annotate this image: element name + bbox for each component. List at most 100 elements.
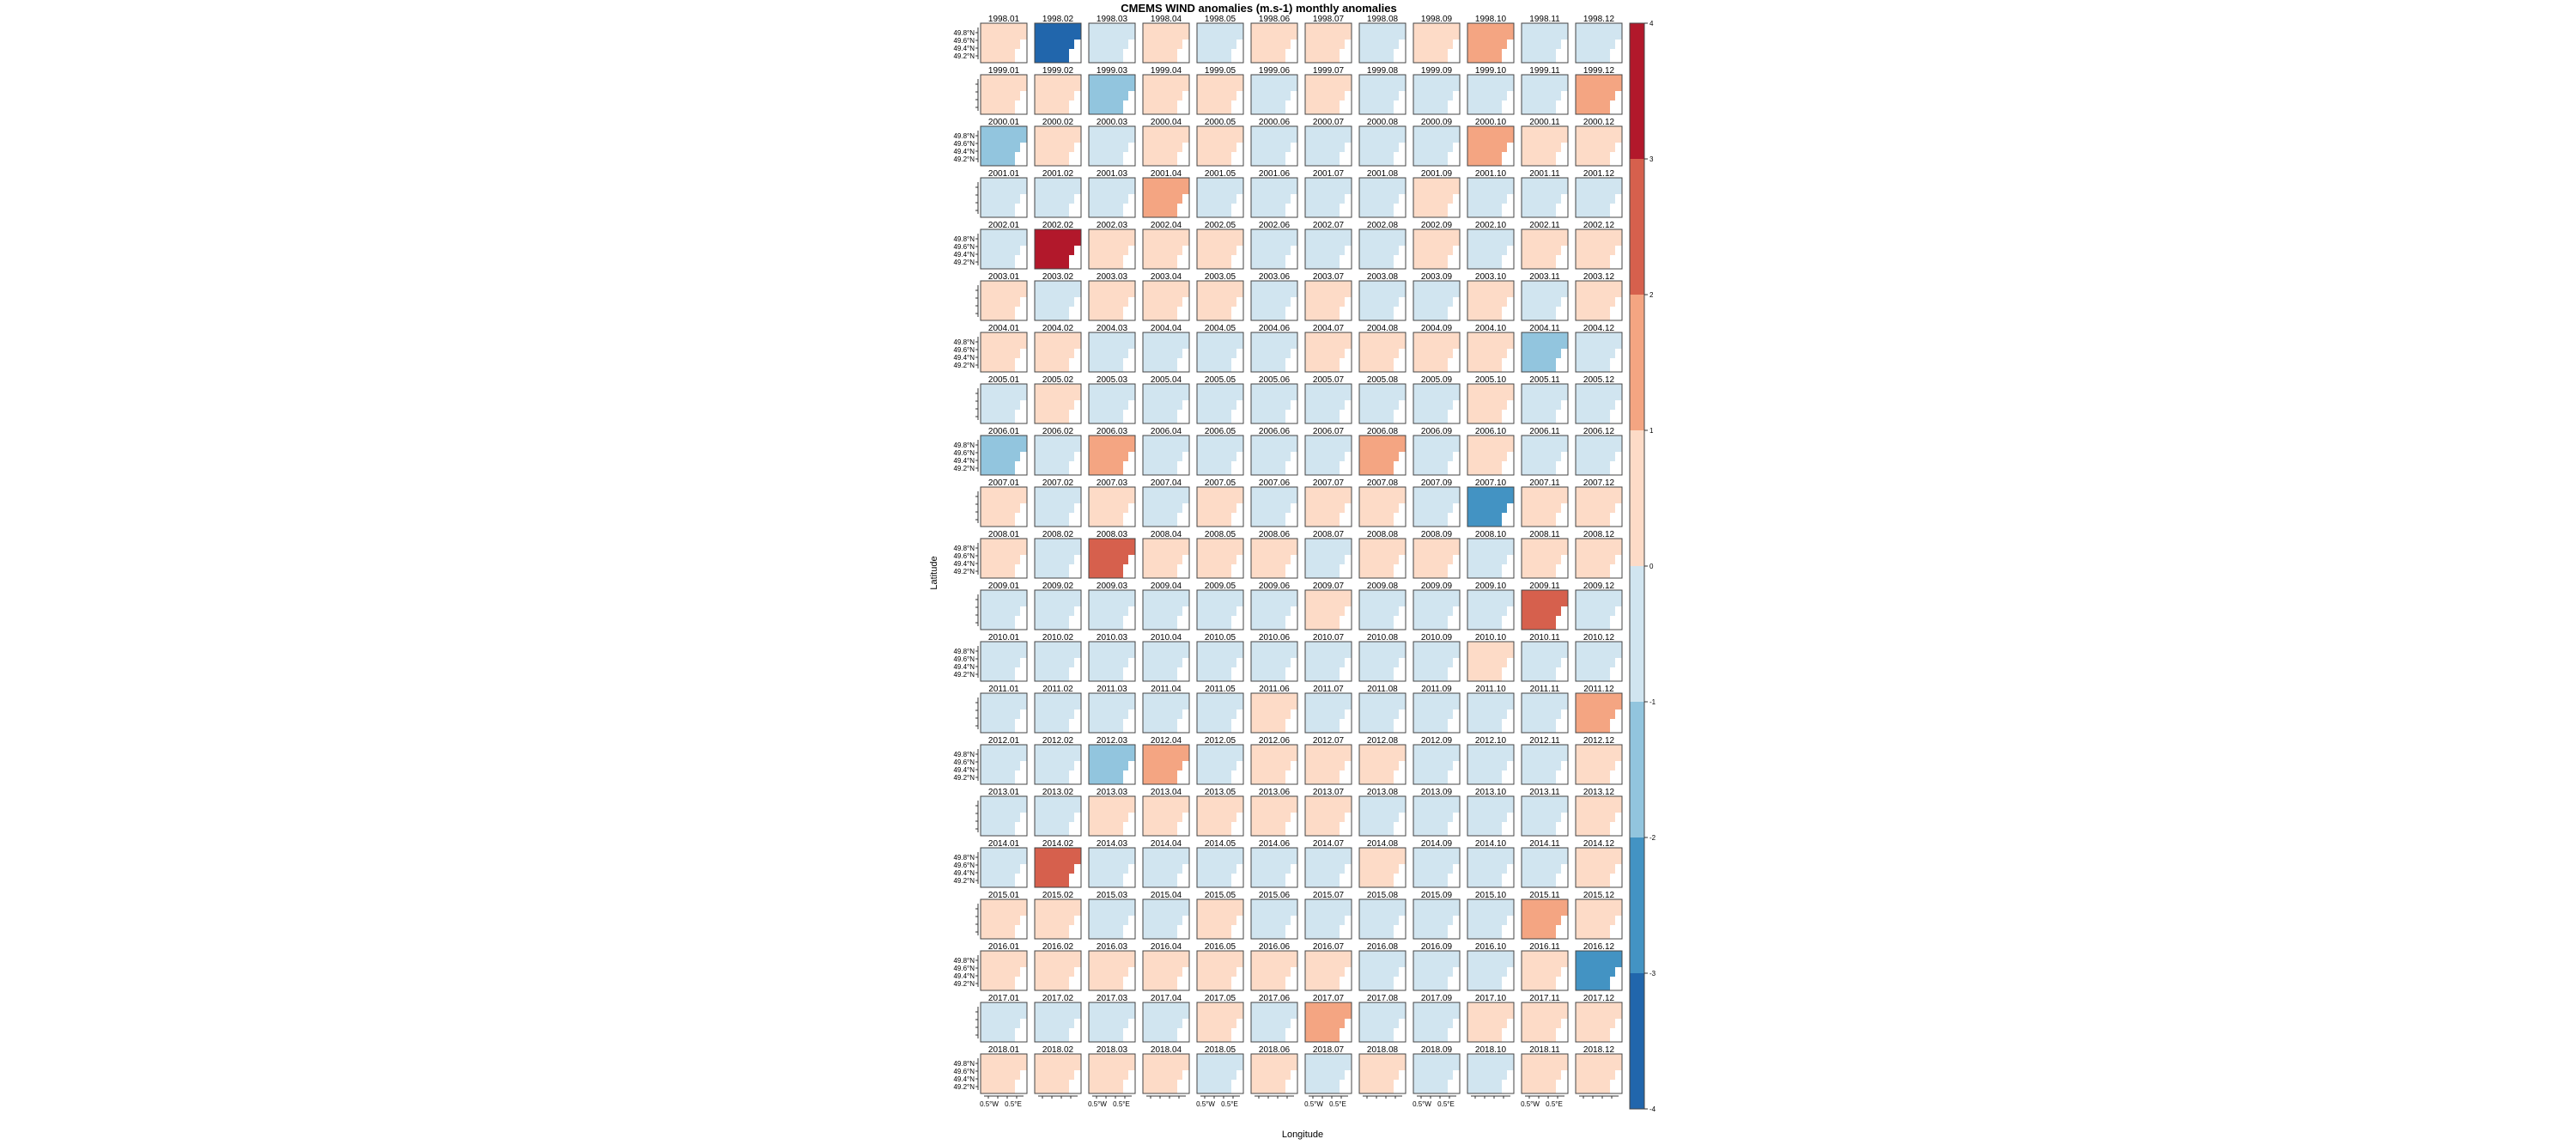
land-mask (1285, 410, 1297, 423)
panel-2015-01: 2015.01 (980, 891, 1028, 940)
panel-label: 1998.03 (1097, 15, 1128, 24)
panel-label: 2000.11 (1529, 118, 1560, 127)
land-mask (1285, 255, 1297, 269)
lat-tick-label: 49.6°N (953, 1068, 975, 1075)
land-mask (1399, 658, 1406, 667)
panel-label: 2008.07 (1313, 530, 1345, 539)
panel-2007-05: 2007.05 (1196, 478, 1244, 527)
panel-label: 2018.05 (1205, 1045, 1236, 1055)
land-mask (1340, 925, 1352, 939)
panel-2012-08: 2012.08 (1358, 736, 1406, 785)
land-mask (1561, 555, 1568, 564)
panel-2005-05: 2005.05 (1196, 375, 1244, 424)
lat-axis-2010: 49.8°N49.6°N49.4°N49.2°N (953, 646, 979, 679)
panel-label: 2005.05 (1205, 375, 1236, 385)
panel-frame (1467, 22, 1515, 64)
lon-axis-12 (1579, 1095, 1619, 1099)
panel-label: 2007.09 (1421, 478, 1453, 488)
panel-frame (1358, 177, 1406, 218)
land-mask (1615, 452, 1622, 461)
panel-2004-08: 2004.08 (1358, 324, 1406, 373)
lat-axis-2012: 49.8°N49.6°N49.4°N49.2°N (953, 749, 979, 782)
panel-2012-09: 2012.09 (1413, 736, 1461, 785)
land-mask (1556, 719, 1568, 733)
land-mask (1394, 461, 1406, 475)
lat-tick-label: 49.8°N (953, 338, 975, 346)
land-mask (1291, 813, 1297, 822)
panel-2003-07: 2003.07 (1304, 272, 1352, 321)
land-mask (1399, 864, 1406, 874)
panel-frame (1575, 1053, 1623, 1094)
land-mask (1556, 667, 1568, 681)
panel-frame (1521, 641, 1569, 682)
panel-frame (1088, 898, 1136, 940)
panel-2000-03: 2000.03 (1088, 118, 1136, 167)
panel-2001-11: 2001.11 (1521, 169, 1569, 218)
land-mask (1453, 710, 1460, 719)
land-mask (1177, 461, 1189, 475)
panel-label: 2013.11 (1529, 788, 1560, 797)
panel-2010-04: 2010.04 (1142, 633, 1190, 682)
panel-label: 2000.01 (988, 118, 1020, 127)
land-mask (1123, 822, 1135, 836)
land-mask (1291, 91, 1297, 100)
colorbar: 4 3 2 1 0 -1 -2 -3 -4 (1629, 20, 1656, 1113)
land-mask (1610, 874, 1622, 887)
lon-tick-label: 0.5°W (1088, 1100, 1107, 1108)
land-mask (1556, 204, 1568, 217)
panel-frame (1250, 332, 1298, 373)
land-mask (1453, 761, 1460, 770)
panel-frame (1521, 486, 1569, 527)
panel-2010-10: 2010.10 (1467, 633, 1515, 682)
panel-1999-09: 1999.09 (1413, 66, 1461, 115)
land-mask (1182, 297, 1189, 307)
panel-label: 2000.10 (1475, 118, 1507, 127)
panel-label: 2014.02 (1042, 839, 1074, 849)
panel-label: 2007.08 (1367, 478, 1399, 488)
panel-label: 2014.06 (1259, 839, 1291, 849)
panel-frame (1196, 538, 1244, 579)
land-mask (1069, 513, 1081, 527)
land-mask (1020, 503, 1027, 513)
land-mask (1123, 49, 1135, 63)
lat-tick-label: 49.8°N (953, 751, 975, 758)
panel-frame (1575, 795, 1623, 837)
panel-frame (1575, 847, 1623, 888)
panel-2000-11: 2000.11 (1521, 118, 1569, 167)
land-mask (1615, 967, 1622, 977)
panel-2011-08: 2011.08 (1358, 685, 1406, 734)
land-mask (1074, 813, 1081, 822)
panel-label: 2004.05 (1205, 324, 1236, 333)
panel-frame (1413, 847, 1461, 888)
land-mask (1182, 813, 1189, 822)
land-mask (1074, 761, 1081, 770)
lat-tick-label: 49.6°N (953, 758, 975, 766)
panel-frame (1304, 847, 1352, 888)
panel-frame (1413, 898, 1461, 940)
panel-label: 2010.11 (1529, 633, 1560, 643)
lat-tick-label: 49.8°N (953, 545, 975, 552)
panel-frame (1413, 1002, 1461, 1043)
land-mask (1453, 555, 1460, 564)
land-mask (1561, 813, 1568, 822)
land-mask (1177, 204, 1189, 217)
panel-2000-12: 2000.12 (1575, 118, 1623, 167)
lat-tick-label: 49.6°N (953, 449, 975, 457)
panel-label: 2002.08 (1367, 221, 1399, 230)
panel-2015-12: 2015.12 (1575, 891, 1623, 940)
land-mask (1231, 822, 1243, 836)
land-mask (1015, 358, 1027, 372)
panel-2007-03: 2007.03 (1088, 478, 1136, 527)
land-mask (1556, 255, 1568, 269)
panel-2007-07: 2007.07 (1304, 478, 1352, 527)
panel-frame (1413, 641, 1461, 682)
land-mask (1074, 1019, 1081, 1028)
panel-2010-07: 2010.07 (1304, 633, 1352, 682)
land-mask (1074, 606, 1081, 616)
panel-2014-10: 2014.10 (1467, 839, 1515, 888)
land-mask (1123, 1028, 1135, 1042)
panel-label: 2012.01 (988, 736, 1020, 746)
land-mask (1236, 143, 1243, 152)
land-mask (1453, 400, 1460, 410)
panel-2009-02: 2009.02 (1034, 582, 1082, 630)
